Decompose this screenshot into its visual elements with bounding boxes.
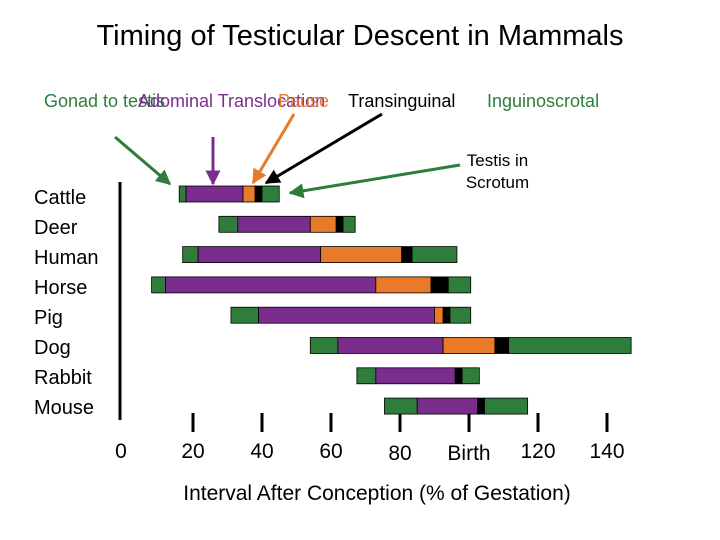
bar-horse-inguinoscrotal <box>447 276 472 294</box>
animal-label-pig: Pig <box>34 307 63 329</box>
x-tick-label: 80 <box>388 442 411 465</box>
timeline-bars <box>151 185 632 415</box>
bar-human-transinguinal <box>401 246 413 264</box>
x-tick-label: Birth <box>447 442 490 465</box>
bar-dog-transinguinal <box>494 337 510 354</box>
animal-label-mouse: Mouse <box>34 397 95 419</box>
bar-deer-inguinoscrotal <box>342 215 356 233</box>
bar-rabbit-inguinoscrotal <box>461 367 480 385</box>
bar-horse-transinguinal <box>430 276 449 294</box>
bar-horse-abdominal <box>164 276 377 294</box>
x-tick-label: 40 <box>250 440 273 463</box>
bar-human-gonad <box>182 246 199 264</box>
phase-label-gonad: Gonad to testis <box>44 91 166 111</box>
bar-mouse-gonad <box>384 397 418 415</box>
phase-label-inguinoscrotal: Inguinoscrotal <box>487 91 600 111</box>
bar-dog-gonad <box>309 337 339 354</box>
bar-deer-pause <box>309 215 337 233</box>
animal-label-horse: Horse <box>34 277 88 299</box>
animal-label-dog: Dog <box>34 337 71 359</box>
phase-label-transinguinal: Transinguinal <box>348 91 456 111</box>
bar-deer-gonad <box>218 215 239 233</box>
arrow-pause <box>251 113 296 185</box>
bar-pig-pause <box>434 306 444 324</box>
chart-title: Timing of Testicular Descent in Mammals <box>96 20 624 52</box>
x-axis-ticks: 0 20 40 60 80 Birth 120 140 <box>115 413 625 465</box>
bar-dog-pause <box>442 337 496 354</box>
bar-pig-inguinoscrotal <box>449 306 472 324</box>
bar-pig-transinguinal <box>442 306 451 324</box>
bar-rabbit-abdominal <box>375 367 456 385</box>
arrow-transinguinal <box>264 112 383 185</box>
animal-label-cattle: Cattle <box>34 187 87 209</box>
bar-human-pause <box>320 246 403 264</box>
bar-rabbit-gonad <box>356 367 377 385</box>
bar-cattle-transinguinal <box>254 185 263 203</box>
x-tick-label: 140 <box>589 440 624 463</box>
x-tick-label: 60 <box>319 440 342 463</box>
animal-label-human: Human <box>34 247 99 269</box>
bar-cattle-pause <box>242 185 256 203</box>
bar-mouse-transinguinal <box>477 397 485 415</box>
animal-label-rabbit: Rabbit <box>34 367 92 389</box>
x-axis-label: Interval After Conception (% of Gestatio… <box>183 482 571 505</box>
bar-human-inguinoscrotal <box>411 246 458 264</box>
bar-cattle-inguinoscrotal <box>261 185 280 203</box>
bar-cattle-gonad <box>178 185 187 203</box>
phase-label-abdominal: Adominal Translocation <box>138 91 326 111</box>
bar-horse-gonad <box>151 276 166 294</box>
bar-human-abdominal <box>197 246 322 264</box>
phase-label-pause: Pause <box>278 91 330 111</box>
x-tick-label: 120 <box>520 440 555 463</box>
arrow-scrotum <box>288 163 461 199</box>
animal-label-deer: Deer <box>34 217 78 239</box>
arrow-gonad <box>114 135 172 186</box>
bar-deer-abdominal <box>237 215 311 233</box>
bar-mouse-abdominal <box>416 397 479 415</box>
bar-dog-inguinoscrotal <box>508 337 632 354</box>
bar-rabbit-transinguinal <box>454 367 463 385</box>
x-tick-label: 0 <box>115 440 127 463</box>
bar-cattle-abdominal <box>185 185 244 203</box>
scrotum-label: Testis in Scrotum <box>465 151 530 192</box>
bar-pig-gonad <box>230 306 259 324</box>
bar-mouse-inguinoscrotal <box>484 397 529 415</box>
x-tick-label: 20 <box>181 440 204 463</box>
bar-deer-transinguinal <box>335 215 344 233</box>
bar-pig-abdominal <box>258 306 435 324</box>
bar-dog-abdominal <box>337 337 444 354</box>
bar-horse-pause <box>375 276 432 294</box>
